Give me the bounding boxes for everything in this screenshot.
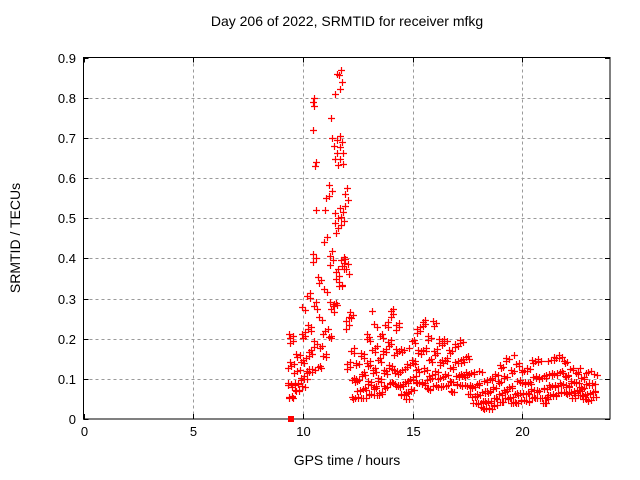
y-tick-label: 0.8: [57, 90, 76, 106]
y-tick-label: 0: [68, 411, 76, 427]
y-tick-label: 0.9: [57, 50, 76, 66]
plot-border: [83, 57, 611, 420]
y-tick-label: 0.1: [57, 371, 76, 387]
y-tick-label: 0.5: [57, 210, 76, 226]
zero-value-marker: [288, 416, 294, 422]
y-tick-label: 0.4: [57, 250, 76, 266]
x-tick-label: 0: [80, 424, 89, 439]
x-axis-label: GPS time / hours: [293, 452, 401, 468]
data-points: [285, 67, 601, 413]
x-tick-label: 20: [515, 424, 530, 439]
x-tick-label: 15: [406, 424, 421, 439]
x-tick-label: 10: [296, 424, 311, 439]
y-tick-label: 0.3: [57, 291, 76, 307]
gridlines: [83, 57, 610, 419]
y-axis-label: SRMTID / TECUs: [7, 182, 23, 294]
y-tick-label: 0.6: [57, 170, 76, 186]
chart-title: Day 206 of 2022, SRMTID for receiver mfk…: [210, 13, 484, 29]
x-tick-label: 5: [189, 424, 198, 439]
y-tick-label: 0.7: [57, 130, 76, 146]
tick-marks: [83, 57, 610, 420]
y-tick-label: 0.2: [57, 331, 76, 347]
